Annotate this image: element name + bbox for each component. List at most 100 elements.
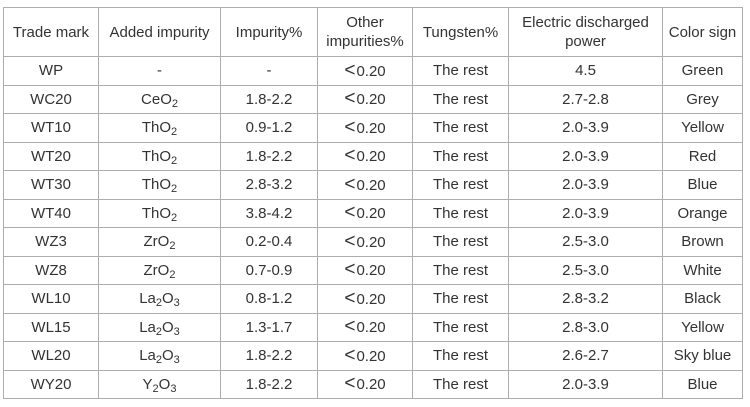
cell-impurity: 0.8-1.2 xyxy=(220,284,318,314)
less-than-sign: < xyxy=(344,88,357,110)
cell-impurity: 0.7-0.9 xyxy=(220,255,318,285)
less-than-sign: < xyxy=(344,116,357,138)
cell-color-sign: Green xyxy=(662,56,743,86)
less-than-sign: < xyxy=(344,259,357,281)
cell-power: 2.7-2.8 xyxy=(508,84,663,114)
formula-subscript: 2 xyxy=(155,354,162,367)
cell-trade-mark: WT40 xyxy=(3,198,99,228)
formula-subscript: 2 xyxy=(152,382,159,395)
cell-added-impurity: La2O3 xyxy=(98,341,221,371)
header-row: Trade mark Added impurity Impurity% Othe… xyxy=(3,7,743,57)
cell-color-sign: Black xyxy=(662,284,743,314)
cell-power: 2.5-3.0 xyxy=(508,227,663,257)
formula-subscript: 3 xyxy=(170,382,177,395)
formula-subscript: 2 xyxy=(155,297,162,310)
cell-power: 2.8-3.0 xyxy=(508,312,663,342)
cell-impurity: 1.8-2.2 xyxy=(220,341,318,371)
col-header-color-sign: Color sign xyxy=(662,7,743,57)
cell-color-sign: White xyxy=(662,255,743,285)
cell-trade-mark: WL15 xyxy=(3,312,99,342)
table-row: WC20 CeO2 1.8-2.2 <0.20 The rest 2.7-2.8 Grey xyxy=(3,84,743,114)
cell-added-impurity: ThO2 xyxy=(98,141,221,171)
less-than-sign: < xyxy=(344,373,357,395)
cell-other: <0.20 xyxy=(317,284,413,314)
cell-other: <0.20 xyxy=(317,56,413,86)
cell-trade-mark: WC20 xyxy=(3,84,99,114)
cell-other: <0.20 xyxy=(317,84,413,114)
cell-other: <0.20 xyxy=(317,141,413,171)
cell-other: <0.20 xyxy=(317,227,413,257)
cell-power: 2.0-3.9 xyxy=(508,141,663,171)
formula-subscript: 2 xyxy=(169,268,176,281)
cell-impurity: 0.9-1.2 xyxy=(220,113,318,143)
table-row: WT30 ThO2 2.8-3.2 <0.20 The rest 2.0-3.9 Blue xyxy=(3,170,743,200)
col-header-other-impurities: Other impurities% xyxy=(317,7,413,57)
formula-subscript: 2 xyxy=(171,211,178,224)
table-row: WL10 La2O3 0.8-1.2 <0.20 The rest 2.8-3.2 Blac… xyxy=(3,284,743,314)
cell-tungsten: The rest xyxy=(412,198,509,228)
cell-color-sign: Orange xyxy=(662,198,743,228)
cell-power: 2.0-3.9 xyxy=(508,369,663,399)
cell-trade-mark: WT30 xyxy=(3,170,99,200)
cell-power: 2.5-3.0 xyxy=(508,255,663,285)
cell-trade-mark: WT10 xyxy=(3,113,99,143)
table-row: WY20 Y2O3 1.8-2.2 <0.20 The rest 2.0-3.9 Blue xyxy=(3,369,743,399)
cell-color-sign: Yellow xyxy=(662,312,743,342)
cell-impurity: 2.8-3.2 xyxy=(220,170,318,200)
cell-impurity: 3.8-4.2 xyxy=(220,198,318,228)
table-row: WL15 La2O3 1.3-1.7 <0.20 The rest 2.8-3.0 Yell… xyxy=(3,312,743,342)
formula-subscript: 2 xyxy=(171,97,178,110)
cell-other: <0.20 xyxy=(317,170,413,200)
cell-added-impurity: ZrO2 xyxy=(98,227,221,257)
cell-power: 4.5 xyxy=(508,56,663,86)
cell-impurity: 1.8-2.2 xyxy=(220,84,318,114)
cell-trade-mark: WT20 xyxy=(3,141,99,171)
less-than-sign: < xyxy=(344,230,357,252)
cell-tungsten: The rest xyxy=(412,255,509,285)
cell-power: 2.0-3.9 xyxy=(508,113,663,143)
cell-other: <0.20 xyxy=(317,255,413,285)
cell-color-sign: Blue xyxy=(662,369,743,399)
table-row: WL20 La2O3 1.8-2.2 <0.20 The rest 2.6-2.7 Sky … xyxy=(3,341,743,371)
less-than-sign: < xyxy=(344,173,357,195)
cell-tungsten: The rest xyxy=(412,312,509,342)
less-than-sign: < xyxy=(344,287,357,309)
cell-added-impurity: La2O3 xyxy=(98,312,221,342)
table-row: WZ3 ZrO2 0.2-0.4 <0.20 The rest 2.5-3.0 Brown xyxy=(3,227,743,257)
cell-other: <0.20 xyxy=(317,113,413,143)
cell-added-impurity: - xyxy=(98,56,221,86)
cell-color-sign: Red xyxy=(662,141,743,171)
cell-impurity: 0.2-0.4 xyxy=(220,227,318,257)
cell-impurity: 1.8-2.2 xyxy=(220,141,318,171)
formula-subscript: 2 xyxy=(155,325,162,338)
cell-added-impurity: ThO2 xyxy=(98,170,221,200)
cell-other: <0.20 xyxy=(317,198,413,228)
cell-trade-mark: WZ8 xyxy=(3,255,99,285)
cell-tungsten: The rest xyxy=(412,141,509,171)
col-header-trade-mark: Trade mark xyxy=(3,7,99,57)
table-row: WT40 ThO2 3.8-4.2 <0.20 The rest 2.0-3.9 Orang… xyxy=(3,198,743,228)
cell-color-sign: Blue xyxy=(662,170,743,200)
cell-tungsten: The rest xyxy=(412,227,509,257)
cell-tungsten: The rest xyxy=(412,56,509,86)
table-row: WT20 ThO2 1.8-2.2 <0.20 The rest 2.0-3.9 Red xyxy=(3,141,743,171)
cell-impurity: 1.3-1.7 xyxy=(220,312,318,342)
cell-added-impurity: CeO2 xyxy=(98,84,221,114)
col-header-impurity-pct: Impurity% xyxy=(220,7,318,57)
formula-subscript: 3 xyxy=(173,325,180,338)
cell-added-impurity: La2O3 xyxy=(98,284,221,314)
less-than-sign: < xyxy=(344,59,357,81)
table-body: WP - - <0.20 The rest 4.5 Green WC20 CeO2 1.8-2.2… xyxy=(3,56,743,399)
cell-trade-mark: WY20 xyxy=(3,369,99,399)
cell-other: <0.20 xyxy=(317,341,413,371)
cell-power: 2.0-3.9 xyxy=(508,170,663,200)
cell-tungsten: The rest xyxy=(412,369,509,399)
cell-added-impurity: ZrO2 xyxy=(98,255,221,285)
less-than-sign: < xyxy=(344,145,357,167)
cell-trade-mark: WL10 xyxy=(3,284,99,314)
formula-subscript: 2 xyxy=(171,183,178,196)
col-header-discharge-power: Electric discharged power xyxy=(508,7,663,57)
cell-color-sign: Yellow xyxy=(662,113,743,143)
cell-tungsten: The rest xyxy=(412,113,509,143)
cell-power: 2.6-2.7 xyxy=(508,341,663,371)
